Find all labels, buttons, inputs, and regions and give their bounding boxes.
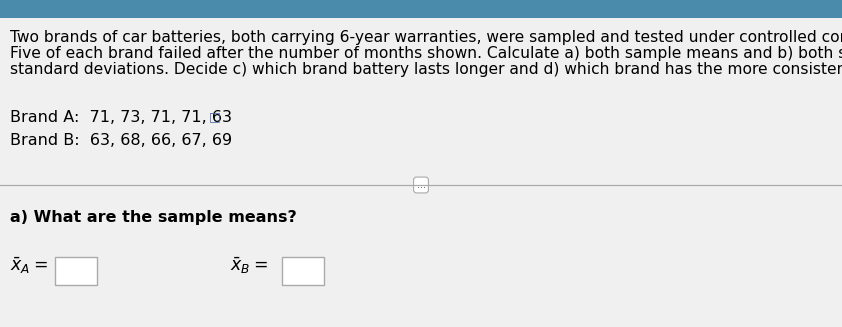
Text: $\bar{x}_A =$: $\bar{x}_A =$: [10, 255, 48, 276]
Text: a) What are the sample means?: a) What are the sample means?: [10, 210, 296, 225]
Text: Brand A:  71, 73, 71, 71, 63: Brand A: 71, 73, 71, 71, 63: [10, 110, 232, 125]
Text: Five of each brand failed after the number of months shown. Calculate a) both sa: Five of each brand failed after the numb…: [10, 46, 842, 61]
Text: $\bar{x}_B =$: $\bar{x}_B =$: [230, 255, 268, 276]
Text: ...: ...: [417, 180, 425, 190]
Text: □: □: [205, 110, 221, 123]
Text: Two brands of car batteries, both carrying 6-year warranties, were sampled and t: Two brands of car batteries, both carryi…: [10, 30, 842, 45]
Text: Brand B:  63, 68, 66, 67, 69: Brand B: 63, 68, 66, 67, 69: [10, 133, 232, 148]
Text: standard deviations. Decide c) which brand battery lasts longer and d) which bra: standard deviations. Decide c) which bra…: [10, 62, 842, 77]
